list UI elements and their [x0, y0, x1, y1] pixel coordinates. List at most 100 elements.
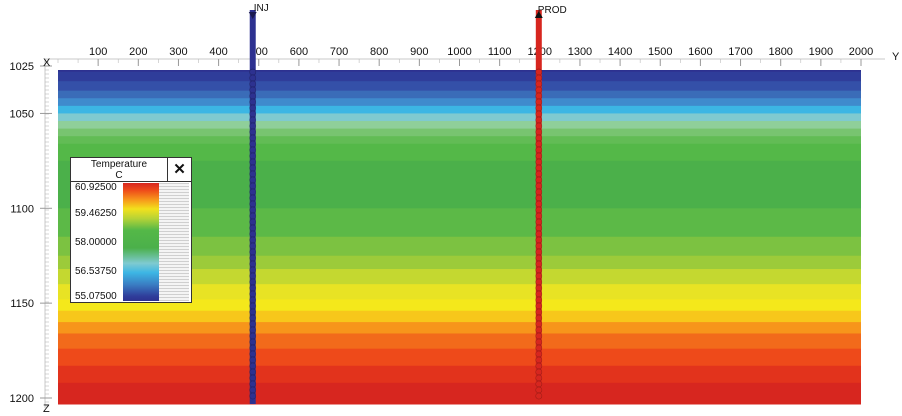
x-tick-label: 1000 [447, 46, 471, 58]
well-segment [535, 86, 543, 94]
well-segment [249, 380, 257, 388]
x-tick-label: 1700 [728, 46, 752, 58]
well-segment [535, 296, 543, 304]
well-segment [249, 170, 257, 178]
temperature-layer [58, 284, 861, 300]
well-segment [535, 356, 543, 364]
well-segment [535, 368, 543, 376]
well-segment [535, 188, 543, 196]
well-segment [535, 116, 543, 124]
well-segment [535, 110, 543, 118]
well-segment [249, 386, 257, 394]
well-segment [535, 164, 543, 172]
well-segment [249, 350, 257, 358]
well-segment [249, 80, 257, 88]
well-segment [249, 320, 257, 328]
well-marker-icon [534, 11, 543, 18]
well-segment [535, 152, 543, 160]
legend-value: 56.53750 [75, 266, 117, 277]
well-segment [535, 122, 543, 130]
x-tick-label: 900 [410, 46, 428, 58]
well-segment [249, 218, 257, 226]
well-segment [249, 266, 257, 274]
y-tick-label: 1050 [10, 108, 34, 120]
legend-value: 60.92500 [75, 182, 117, 193]
y-tick-label: 1200 [10, 393, 34, 405]
temperature-layer [58, 128, 861, 137]
well-segment [249, 212, 257, 220]
well-segment [535, 230, 543, 238]
well-segment [249, 116, 257, 124]
well-marker-icon [248, 12, 257, 19]
well-segment [249, 296, 257, 304]
well-segment [535, 194, 543, 202]
well-segment [535, 278, 543, 286]
well-segment [249, 128, 257, 136]
well-segment [249, 74, 257, 82]
well-segment [535, 302, 543, 310]
well-segment [535, 92, 543, 100]
temperature-layer [58, 310, 861, 323]
well-segment [535, 308, 543, 316]
legend-close-button[interactable]: ✕ [168, 158, 191, 182]
well-segment [249, 290, 257, 298]
temperature-layer [58, 143, 861, 162]
x-axis-label: Y [892, 51, 900, 63]
well-segment [249, 326, 257, 334]
temperature-layer [58, 105, 861, 114]
well-segment [535, 236, 543, 244]
well-segment [249, 146, 257, 154]
temperature-layer [58, 365, 861, 384]
temperature-layer [58, 236, 861, 257]
well-segment [535, 338, 543, 346]
well-segment [249, 248, 257, 256]
well-segment [249, 332, 257, 340]
legend-title: Temperature C [71, 158, 168, 182]
well-segment [535, 326, 543, 334]
well-segment [535, 290, 543, 298]
well-segment [249, 236, 257, 244]
well-segment [535, 182, 543, 190]
x-tick-label: 1800 [768, 46, 792, 58]
temperature-layer [58, 98, 861, 107]
well-segment [535, 176, 543, 184]
y-tick-label: 1025 [10, 61, 34, 73]
well-segment [535, 320, 543, 328]
well-segment [535, 74, 543, 82]
well-segment [535, 128, 543, 136]
well-segment [249, 254, 257, 262]
well-segment [535, 380, 543, 388]
well-segment [535, 68, 543, 76]
well-segment [249, 194, 257, 202]
temperature-legend[interactable]: Temperature C ✕ 60.92500 59.46250 58.000… [70, 157, 192, 303]
temperature-layer [58, 382, 861, 405]
temperature-layer [58, 348, 861, 367]
x-tick-label: 1300 [568, 46, 592, 58]
well-inj[interactable]: INJ [248, 3, 269, 404]
well-segment [249, 368, 257, 376]
temperature-layer [58, 71, 861, 82]
well-segment [249, 242, 257, 250]
well-segment [535, 104, 543, 112]
well-prod[interactable]: PROD [534, 5, 567, 404]
well-segment [535, 344, 543, 352]
x-tick-label: 2000 [849, 46, 873, 58]
well-segment [249, 230, 257, 238]
well-segment [535, 158, 543, 166]
well-segment [249, 278, 257, 286]
well-segment [535, 392, 543, 400]
y-axis-ticks: 1025 1050 1100 1150 1200 [10, 61, 52, 405]
x-tick-label: 1100 [488, 46, 512, 58]
x-tick-label: 100 [89, 46, 107, 58]
well-segment [249, 302, 257, 310]
well-segment [535, 386, 543, 394]
x-tick-label: 1600 [688, 46, 712, 58]
well-label: PROD [538, 5, 567, 16]
well-segment [535, 98, 543, 106]
well-segment [249, 182, 257, 190]
y-tick-label: 1100 [10, 203, 34, 215]
well-segment [249, 260, 257, 268]
y-axis-label: Z [43, 403, 50, 415]
x-tick-label: 400 [209, 46, 227, 58]
y-axis-top-letter: X [43, 57, 51, 69]
